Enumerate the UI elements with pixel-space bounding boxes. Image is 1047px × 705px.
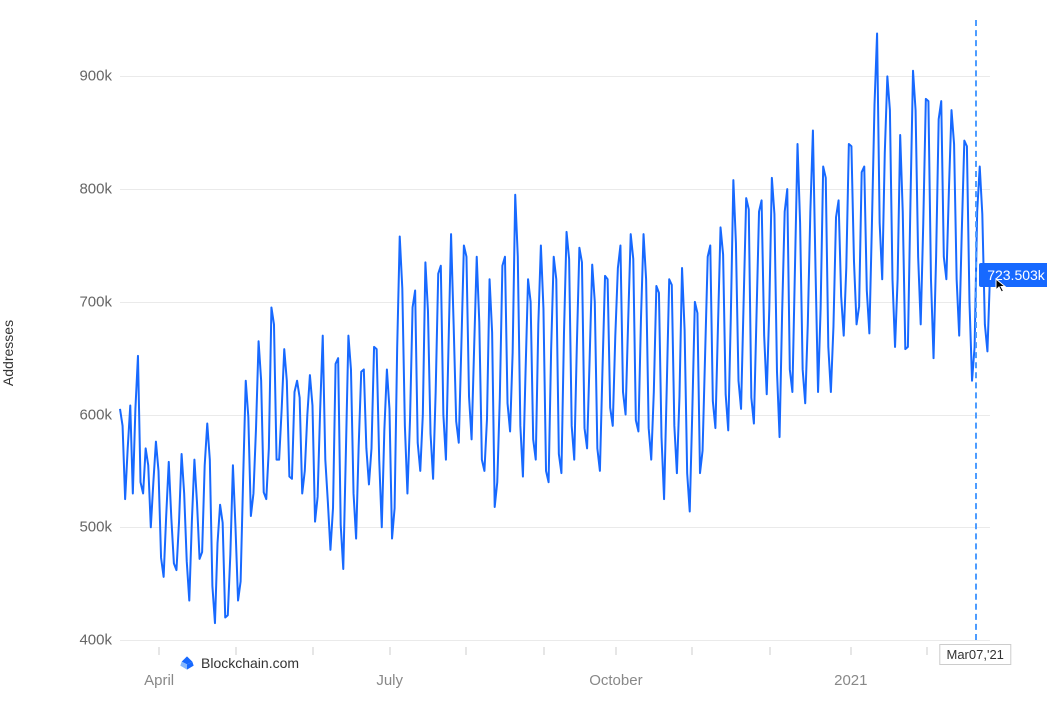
plot-area[interactable] (120, 20, 990, 640)
hover-date-label: Mar07,'21 (940, 644, 1011, 665)
x-tick-mark (313, 647, 314, 655)
watermark-text: Blockchain.com (201, 655, 299, 671)
x-tick-label: April (144, 672, 174, 689)
y-tick-label: 600k (79, 406, 112, 423)
x-tick-mark (615, 647, 616, 655)
y-tick-label: 400k (79, 632, 112, 649)
x-tick-mark (235, 647, 236, 655)
x-tick-mark (466, 647, 467, 655)
y-axis-title: Addresses (0, 319, 16, 385)
watermark: Blockchain.com (179, 655, 299, 671)
y-tick-label: 900k (79, 68, 112, 85)
line-chart-svg (120, 20, 990, 640)
y-tick-label: 700k (79, 293, 112, 310)
x-tick-mark (769, 647, 770, 655)
x-tick-mark (159, 647, 160, 655)
gridline (120, 640, 990, 641)
hover-value-label: 723.503k (979, 263, 1047, 287)
blockchain-logo-icon (179, 655, 195, 671)
x-tick-mark (543, 647, 544, 655)
hover-indicator-line (975, 20, 977, 640)
x-tick-mark (692, 647, 693, 655)
series-line (120, 34, 990, 624)
x-tick-mark (927, 647, 928, 655)
x-tick-mark (850, 647, 851, 655)
x-tick-label: October (589, 672, 642, 689)
y-tick-label: 800k (79, 181, 112, 198)
y-tick-label: 500k (79, 519, 112, 536)
x-tick-mark (389, 647, 390, 655)
chart-container: Addresses 400k 500k 600k 700k 800k 900k April… (0, 0, 1047, 705)
x-tick-label: 2021 (834, 672, 867, 689)
x-tick-label: July (376, 672, 403, 689)
